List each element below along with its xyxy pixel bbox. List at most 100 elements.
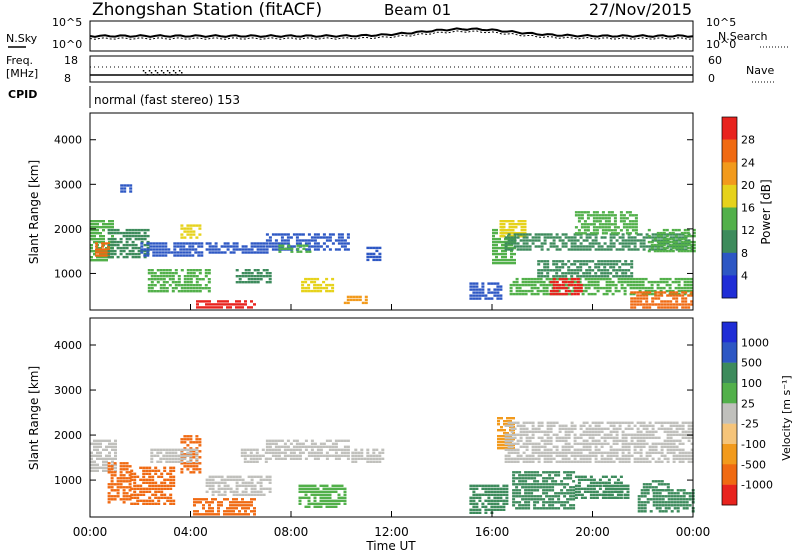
data-cell — [660, 448, 664, 451]
data-cell — [189, 448, 193, 451]
data-cell — [522, 427, 526, 430]
data-cell — [241, 281, 245, 284]
data-cell — [475, 493, 479, 496]
nave-point — [176, 74, 179, 76]
data-cell — [502, 487, 506, 490]
data-cell — [534, 445, 538, 448]
data-cell — [683, 231, 687, 235]
data-cell — [510, 433, 514, 436]
data-cell — [208, 484, 212, 487]
data-cell — [504, 457, 508, 460]
data-cell — [496, 291, 500, 294]
data-cell — [525, 445, 529, 448]
data-cell — [286, 448, 290, 451]
data-cell — [598, 223, 602, 226]
data-cell — [601, 481, 605, 484]
data-cell — [623, 292, 627, 296]
data-cell — [107, 495, 111, 498]
data-cell — [606, 427, 610, 430]
data-cell — [621, 239, 625, 242]
data-cell — [171, 448, 175, 451]
data-cell — [198, 468, 202, 471]
data-cell — [564, 436, 568, 439]
data-cell — [509, 447, 512, 450]
data-cell — [630, 421, 634, 424]
data-cell — [682, 492, 686, 495]
data-cell — [555, 248, 559, 251]
data-cell — [527, 486, 531, 489]
data-cell — [530, 277, 534, 281]
data-cell — [337, 236, 341, 239]
data-cell — [657, 233, 661, 236]
data-cell — [536, 292, 540, 296]
data-cell — [527, 507, 531, 510]
data-cell — [177, 457, 181, 460]
data-cell — [196, 300, 199, 303]
data-cell — [570, 445, 574, 448]
data-cell — [292, 445, 296, 448]
data-cell — [499, 223, 503, 226]
data-cell — [310, 445, 314, 448]
data-cell — [515, 495, 519, 498]
data-cell — [140, 237, 144, 241]
data-cell — [122, 498, 126, 501]
data-cell — [536, 489, 540, 492]
data-cell — [630, 439, 634, 442]
data-cell — [609, 433, 613, 436]
data-cell — [235, 242, 239, 245]
data-cell — [555, 292, 559, 296]
data-cell — [681, 451, 685, 454]
data-cell — [268, 239, 272, 242]
data-cell — [672, 442, 676, 445]
data-cell — [93, 460, 96, 463]
data-cell — [198, 233, 202, 236]
data-cell — [665, 283, 669, 287]
data-cell — [143, 248, 147, 251]
data-cell — [648, 486, 652, 489]
data-cell — [105, 439, 108, 442]
data-cell — [185, 242, 189, 245]
data-cell — [689, 246, 693, 250]
data-cell — [180, 451, 184, 454]
data-cell — [186, 453, 190, 456]
data-cell — [515, 280, 519, 284]
data-cell — [531, 445, 535, 448]
data-cell — [534, 245, 538, 248]
data-cell — [533, 504, 537, 507]
data-cell — [558, 436, 562, 439]
data-cell — [179, 245, 183, 248]
data-cell — [588, 260, 592, 263]
data-cell — [246, 448, 250, 451]
data-cell — [539, 280, 543, 284]
data-cell — [201, 287, 205, 290]
data-cell — [680, 243, 684, 247]
data-cell — [104, 251, 107, 254]
data-cell — [301, 280, 305, 284]
data-cell — [155, 248, 159, 251]
data-cell — [684, 454, 688, 457]
data-cell — [160, 487, 164, 490]
data-cell — [510, 424, 514, 427]
data-cell — [99, 466, 102, 469]
data-cell — [232, 303, 235, 306]
data-cell — [157, 502, 161, 505]
data-cell — [166, 496, 170, 499]
data-cell — [678, 239, 682, 242]
data-cell — [93, 454, 96, 457]
data-cell — [504, 255, 507, 259]
data-cell — [604, 220, 608, 223]
data-cell — [672, 303, 676, 306]
data-cell — [171, 287, 175, 290]
data-cell — [496, 288, 500, 291]
data-cell — [334, 499, 338, 502]
data-cell — [561, 457, 565, 460]
data-cell — [639, 460, 643, 463]
data-cell — [558, 424, 562, 427]
data-cell — [664, 507, 668, 510]
data-cell — [102, 253, 105, 256]
data-cell — [90, 238, 93, 241]
data-cell — [687, 460, 691, 463]
data-cell — [533, 498, 537, 501]
data-cell — [669, 236, 673, 239]
data-cell — [576, 283, 580, 287]
